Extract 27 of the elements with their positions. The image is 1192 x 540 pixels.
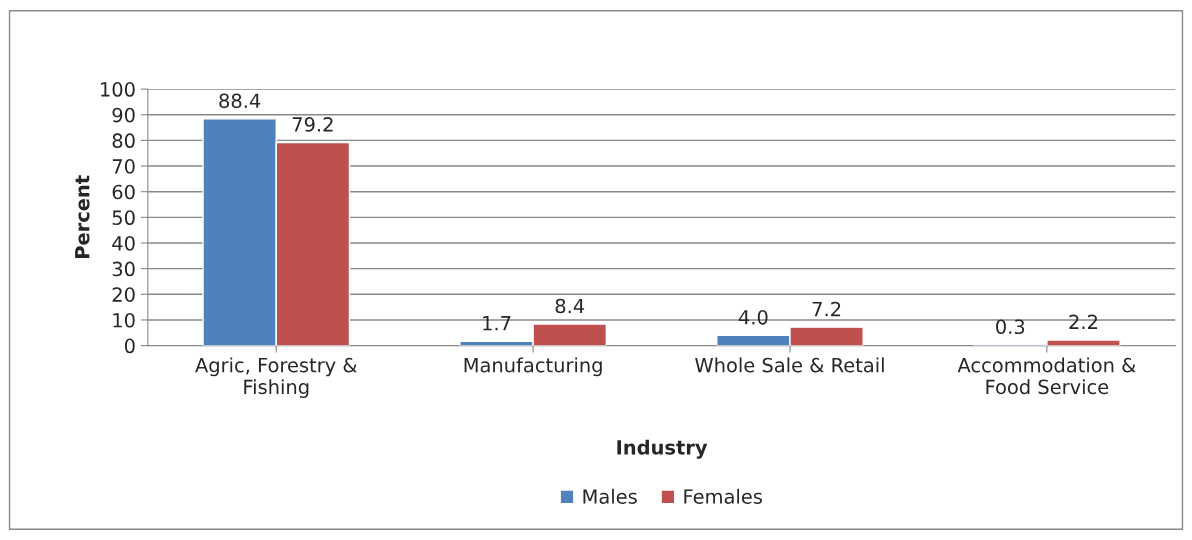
data-label: 88.4 — [219, 93, 261, 109]
data-label: 7.2 — [812, 301, 841, 317]
y-tick-label: 60 — [112, 184, 135, 200]
legend-label: Females — [684, 488, 762, 504]
data-label: 79.2 — [292, 117, 333, 132]
y-axis-title: Percent — [75, 175, 90, 258]
data-label: 2.2 — [1069, 314, 1097, 329]
x-axis-title: Industry — [617, 439, 708, 459]
y-tick-label: 90 — [112, 107, 135, 123]
y-tick-label: 80 — [112, 133, 135, 149]
x-tick-label: Whole Sale & Retail — [695, 357, 884, 373]
data-label: 8.4 — [555, 298, 585, 314]
data-label: 1.7 — [483, 316, 511, 331]
x-tick-label: Agric, Forestry & Fishing — [195, 357, 357, 398]
data-label: 0.3 — [996, 319, 1025, 335]
data-label: 4.0 — [738, 309, 768, 325]
y-tick-label: 30 — [112, 261, 135, 277]
y-tick-label: 70 — [112, 159, 135, 174]
y-tick-label: 50 — [112, 210, 135, 226]
y-tick-label: 10 — [113, 312, 135, 328]
y-tick-label: 40 — [112, 235, 135, 251]
x-tick-label: Manufacturing — [464, 357, 602, 377]
y-tick-label: 0 — [124, 338, 135, 354]
y-tick-label: 100 — [101, 82, 135, 97]
y-tick-label: 20 — [112, 287, 135, 302]
legend-label: Males — [583, 488, 637, 504]
x-tick-label: Accommodation & Food Service — [957, 357, 1136, 395]
